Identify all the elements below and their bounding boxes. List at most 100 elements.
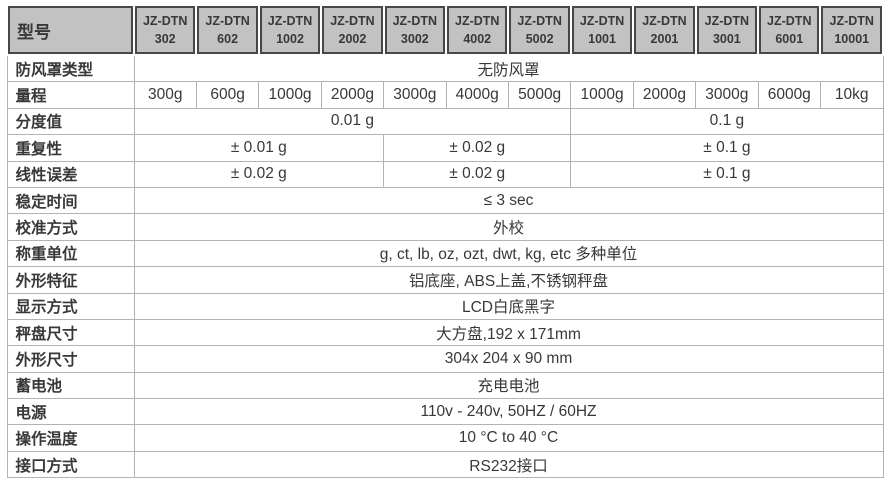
value-cell: ± 0.1 g — [570, 160, 884, 188]
row-label: 外形特征 — [6, 266, 135, 294]
value-cell: 0.1 g — [570, 107, 884, 136]
model-number: 5002 — [525, 32, 554, 46]
model-header-cell: JZ-DTN 302 — [132, 4, 198, 56]
value-cell: ± 0.01 g — [133, 134, 385, 162]
table-row: 外形特征 铝底座, ABS上盖,不锈钢秤盘 — [6, 266, 884, 294]
value-cell: 大方盘,192 x 171mm — [133, 318, 884, 347]
value-cell: ± 0.02 g — [383, 160, 572, 188]
table-row: 稳定时间 ≤ 3 sec — [6, 186, 884, 215]
model-brand: JZ-DTN — [642, 13, 687, 28]
model-header-cell: JZ-DTN 5002 — [507, 4, 572, 56]
row-label: 称重单位 — [6, 239, 135, 268]
value-cell: 304x 204 x 90 mm — [133, 345, 884, 373]
table-row: 外形尺寸 304x 204 x 90 mm — [6, 345, 884, 373]
value-cell: 10kg — [819, 81, 884, 109]
row-label: 防风罩类型 — [6, 54, 135, 83]
value-cell: 300g — [133, 81, 197, 109]
value-cell: 1000g — [570, 81, 634, 109]
spec-table-body: 防风罩类型 无防风罩 量程 300g 600g 1000g 2000g 3000g 4000g 5… — [6, 54, 884, 479]
value-cell: 4000g — [445, 81, 509, 109]
row-label: 分度值 — [6, 107, 135, 136]
table-row: 操作温度 10 °C to 40 °C — [6, 424, 884, 452]
value-cell: RS232接口 — [133, 450, 884, 479]
row-label: 蓄电池 — [6, 371, 135, 400]
table-row: 电源 110v - 240v, 50HZ / 60HZ — [6, 398, 884, 426]
table-row: 防风罩类型 无防风罩 — [6, 54, 884, 83]
value-cell: 充电电池 — [133, 371, 884, 400]
value-cell: LCD白底黑字 — [133, 292, 884, 320]
spec-table-head: 型号 JZ-DTN 302 JZ-DTN 602 JZ-DTN 1002 JZ-DTN 2002… — [6, 4, 884, 56]
value-cell: 10 °C to 40 °C — [133, 424, 884, 452]
row-label: 电源 — [6, 398, 135, 426]
value-cell: 5000g — [507, 81, 572, 109]
model-number: 1002 — [276, 32, 304, 46]
model-header-cell: JZ-DTN 3002 — [382, 4, 448, 56]
model-brand: JZ-DTN — [455, 13, 500, 28]
value-cell: ± 0.02 g — [383, 134, 572, 162]
table-row: 接口方式 RS232接口 — [6, 450, 884, 479]
value-cell: 外校 — [133, 213, 884, 241]
row-label: 秤盘尺寸 — [6, 318, 135, 347]
model-number: 3002 — [400, 32, 429, 46]
value-cell: 6000g — [757, 81, 821, 109]
value-cell: 2000g — [632, 81, 697, 109]
value-cell: 2000g — [320, 81, 385, 109]
model-brand: JZ-DTN — [267, 13, 313, 28]
value-cell: 110v - 240v, 50HZ / 60HZ — [133, 398, 884, 426]
row-label: 量程 — [6, 81, 135, 109]
spec-sheet: 型号 JZ-DTN 302 JZ-DTN 602 JZ-DTN 1002 JZ-DTN 2002… — [6, 4, 884, 479]
model-header-cell: JZ-DTN 2001 — [632, 4, 697, 56]
row-label: 显示方式 — [6, 292, 135, 320]
row-label: 外形尺寸 — [6, 345, 135, 373]
table-row: 校准方式 外校 — [6, 213, 884, 241]
table-row: 线性误差 ± 0.02 g ± 0.02 g ± 0.1 g — [6, 160, 884, 188]
model-brand: JZ-DTN — [517, 13, 562, 28]
row-label: 校准方式 — [6, 213, 135, 241]
table-row: 秤盘尺寸 大方盘,192 x 171mm — [6, 318, 884, 347]
row-label: 线性误差 — [6, 160, 135, 188]
row-label: 接口方式 — [6, 450, 135, 479]
model-column-title: 型号 — [6, 4, 135, 56]
header-row: 型号 JZ-DTN 302 JZ-DTN 602 JZ-DTN 1002 JZ-DTN 2002… — [6, 4, 884, 56]
model-brand: JZ-DTN — [767, 13, 812, 28]
row-label: 重复性 — [6, 134, 135, 162]
model-number: 4002 — [463, 32, 492, 46]
model-number: 2001 — [650, 32, 679, 46]
model-number: 602 — [217, 32, 239, 46]
table-row: 蓄电池 充电电池 — [6, 371, 884, 400]
value-cell: ± 0.02 g — [133, 160, 385, 188]
table-row: 重复性 ± 0.01 g ± 0.02 g ± 0.1 g — [6, 134, 884, 162]
model-brand: JZ-DTN — [330, 13, 375, 28]
table-row: 称重单位 g, ct, lb, oz, ozt, dwt, kg, etc 多种单… — [6, 239, 884, 268]
model-header-cell: JZ-DTN 1001 — [569, 4, 635, 56]
value-cell: 1000g — [258, 81, 322, 109]
model-number: 2002 — [338, 32, 367, 46]
row-label: 稳定时间 — [6, 186, 135, 215]
value-cell: 3000g — [383, 81, 447, 109]
value-cell: 无防风罩 — [133, 54, 884, 83]
spec-table: 型号 JZ-DTN 302 JZ-DTN 602 JZ-DTN 1002 JZ-DTN 2002… — [6, 4, 884, 479]
model-brand: JZ-DTN — [579, 13, 625, 28]
row-label: 操作温度 — [6, 424, 135, 452]
model-header-cell: JZ-DTN 2002 — [320, 4, 385, 56]
value-cell: 0.01 g — [133, 107, 572, 136]
model-number: 302 — [154, 32, 176, 46]
model-header-cell: JZ-DTN 602 — [195, 4, 260, 56]
model-number: 10001 — [834, 32, 870, 46]
table-row: 显示方式 LCD白底黑字 — [6, 292, 884, 320]
model-header-cell: JZ-DTN 6001 — [757, 4, 822, 56]
model-header-cell: JZ-DTN 1002 — [257, 4, 323, 56]
model-number: 1001 — [588, 32, 616, 46]
model-header-cell: JZ-DTN 3001 — [694, 4, 760, 56]
model-brand: JZ-DTN — [205, 13, 250, 28]
table-row: 分度值 0.01 g 0.1 g — [6, 107, 884, 136]
model-brand: JZ-DTN — [142, 13, 188, 28]
value-cell: g, ct, lb, oz, ozt, dwt, kg, etc 多种单位 — [133, 239, 884, 268]
model-header-cell: JZ-DTN 10001 — [819, 4, 884, 56]
model-number: 6001 — [775, 32, 804, 46]
value-cell: 铝底座, ABS上盖,不锈钢秤盘 — [133, 266, 884, 294]
value-cell: ± 0.1 g — [570, 134, 884, 162]
value-cell: ≤ 3 sec — [133, 186, 884, 215]
model-brand: JZ-DTN — [829, 13, 874, 28]
value-cell: 600g — [195, 81, 260, 109]
